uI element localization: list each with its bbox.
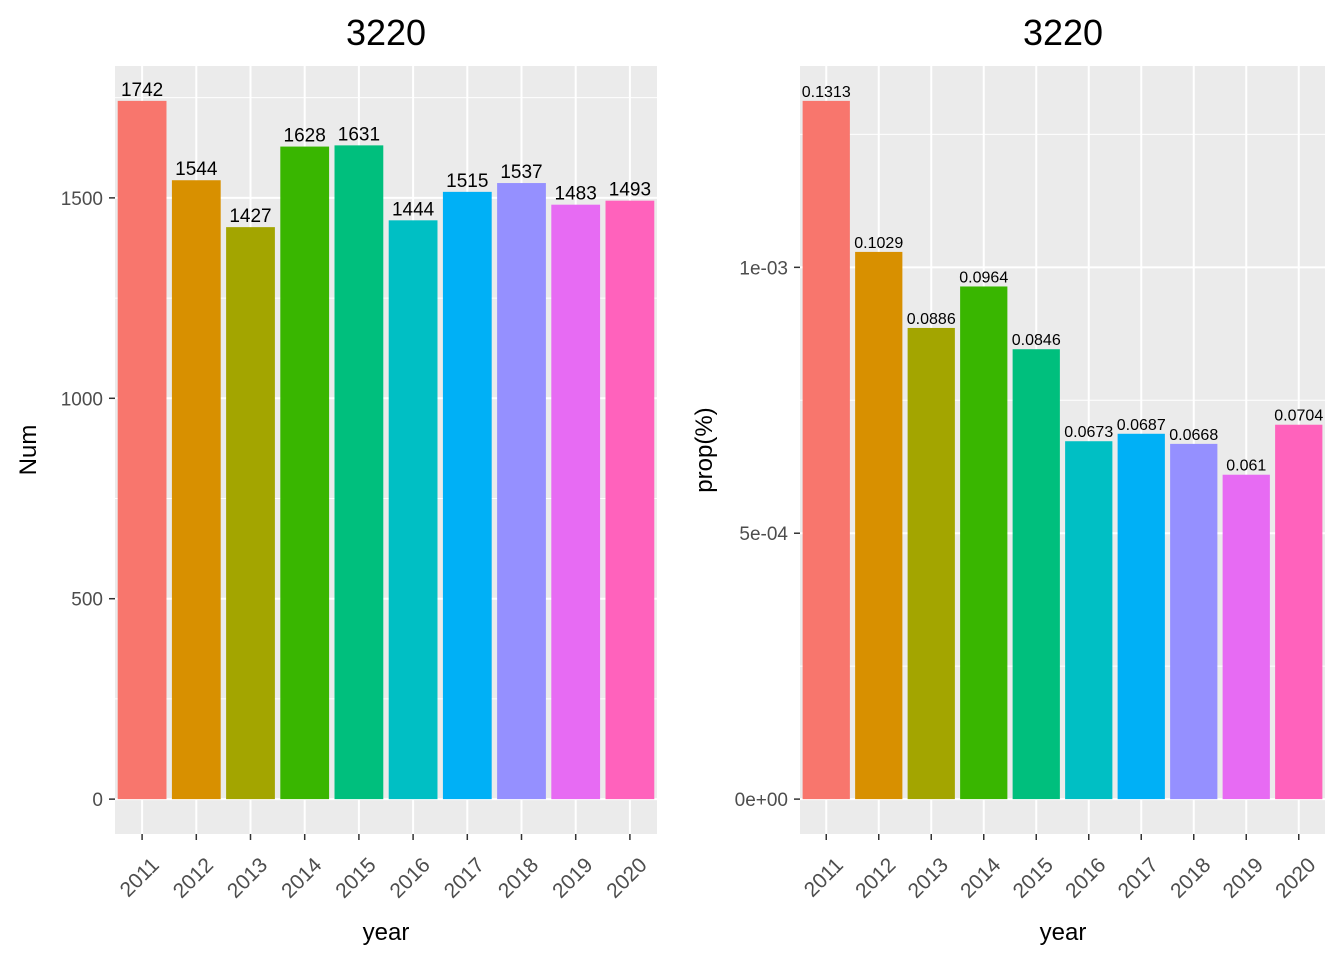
x-tick-label: 2014	[956, 853, 1006, 903]
data-label: 1515	[446, 171, 488, 192]
bar-2020	[1275, 424, 1323, 800]
data-label: 1628	[284, 126, 326, 147]
x-tick-label: 2015	[331, 853, 380, 902]
data-label: 0.0687	[1117, 417, 1166, 434]
x-tick-label: 2019	[1219, 853, 1268, 902]
chart-title: 3220	[346, 12, 426, 53]
bar-2016	[388, 220, 438, 800]
x-tick-label: 2011	[116, 853, 164, 901]
x-tick-label: 2012	[169, 853, 218, 902]
data-label: 0.0886	[907, 311, 956, 328]
y-tick-label: 1e-03	[739, 258, 788, 279]
data-label: 1544	[175, 159, 218, 180]
y-tick-label: 500	[71, 590, 103, 611]
bar-2014	[280, 146, 330, 800]
bar-2017	[442, 191, 492, 800]
y-tick-label: 5e-04	[739, 524, 788, 545]
bar-2013	[907, 327, 955, 800]
x-tick-label: 2011	[800, 853, 848, 901]
y-axis-title: prop(%)	[691, 407, 718, 492]
data-label: 0.0704	[1274, 408, 1323, 425]
x-tick-label: 2017	[1114, 853, 1163, 902]
x-tick-label: 2012	[851, 853, 900, 902]
x-tick-label: 2018	[494, 853, 543, 902]
x-tick-label: 2019	[548, 853, 597, 902]
data-label: 0.0846	[1012, 332, 1061, 349]
bar-2019	[551, 204, 601, 800]
bar-2020	[605, 200, 655, 800]
x-tick-label: 2013	[904, 853, 953, 902]
x-tick-label: 2016	[386, 853, 435, 902]
y-tick-label: 0e+00	[735, 790, 788, 811]
bar-2015	[1012, 349, 1060, 800]
bar-2016	[1065, 441, 1113, 800]
data-label: 1427	[229, 206, 271, 227]
bar-2011	[117, 100, 167, 800]
bar-2014	[960, 286, 1008, 800]
data-label: 0.061	[1226, 458, 1266, 475]
bar-2018	[1170, 443, 1218, 800]
bar-2017	[1117, 433, 1165, 800]
data-label: 0.0668	[1169, 427, 1218, 444]
x-tick-label: 2015	[1009, 853, 1058, 902]
data-label: 1483	[555, 184, 597, 205]
y-axis-title: Num	[15, 425, 42, 476]
x-tick-label: 2013	[223, 853, 272, 902]
x-tick-label: 2016	[1061, 853, 1110, 902]
y-tick-label: 1500	[61, 189, 103, 210]
data-label: 1537	[500, 162, 542, 183]
bar-2015	[334, 145, 384, 800]
x-axis-title: year	[363, 919, 410, 946]
data-label: 1631	[338, 124, 380, 145]
x-axis-title: year	[1040, 919, 1087, 946]
data-label: 0.1029	[854, 235, 903, 252]
x-tick-label: 2020	[602, 853, 651, 902]
left-chart: 1742 1544 1427 1628 1631 1444 1515 1537 1483 1493…	[15, 12, 657, 946]
data-label: 1493	[609, 180, 651, 201]
bar-2012	[171, 180, 221, 800]
data-label: 0.1313	[802, 84, 851, 101]
chart-title: 3220	[1023, 12, 1103, 53]
data-label: 0.0673	[1064, 424, 1113, 441]
data-label: 0.0964	[959, 269, 1008, 286]
x-tick-label: 2017	[440, 853, 489, 902]
x-tick-label: 2014	[277, 853, 327, 903]
y-tick-label: 1000	[61, 389, 103, 410]
data-label: 1742	[121, 80, 163, 101]
bar-2013	[226, 227, 275, 800]
bar-2012	[855, 251, 903, 800]
data-label: 1444	[392, 199, 435, 220]
x-tick-label: 2018	[1166, 853, 1215, 902]
y-tick-label: 0	[92, 790, 103, 811]
bar-2011	[802, 100, 850, 800]
bar-2018	[497, 183, 546, 800]
x-tick-label: 2020	[1271, 853, 1320, 902]
bar-2019	[1222, 474, 1270, 800]
